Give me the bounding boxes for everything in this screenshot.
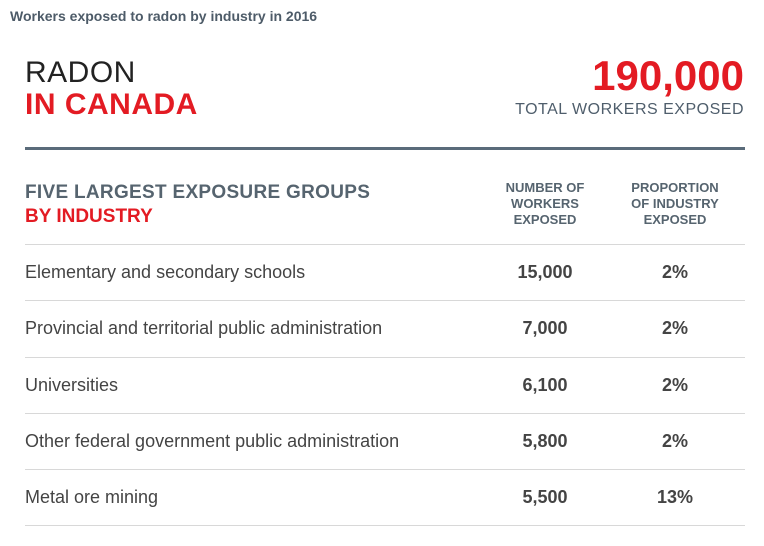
cell-industry: Other federal government public administ… [25,431,400,451]
cell-industry: Universities [25,375,119,395]
cell-workers: 5,500 [522,487,568,507]
column-header-line: EXPOSED [643,212,707,227]
row-separator [25,300,745,301]
column-header-line: OF INDUSTRY [631,196,719,211]
total-workers-label: TOTAL WORKERS EXPOSED [515,101,744,118]
cell-workers: 6,100 [522,375,568,395]
row-separator [25,357,745,358]
table-row: Metal ore mining 5,500 13% [25,469,745,525]
cell-industry: Metal ore mining [25,487,159,507]
column-header-workers: NUMBER OF WORKERS EXPOSED [480,180,610,228]
cell-proportion: 13% [656,487,694,507]
total-workers-value: 190,000 [592,52,744,99]
column-header-line: WORKERS [511,196,579,211]
table-row: Elementary and secondary schools 15,000 2% [25,244,745,300]
cell-proportion: 2% [661,262,688,282]
title-line-2: IN CANADA [25,88,198,121]
caption: Workers exposed to radon by industry in … [10,8,318,24]
divider [25,147,745,150]
section-title: FIVE LARGEST EXPOSURE GROUPS [25,182,371,203]
cell-proportion: 2% [661,431,688,451]
row-separator [25,469,745,470]
row-separator [25,525,745,526]
row-separator [25,244,745,245]
table-row: Provincial and territorial public admini… [25,300,745,356]
cell-workers: 7,000 [522,318,568,338]
cell-workers: 5,800 [522,431,568,451]
title-line-1: RADON [25,56,136,89]
table-row: Universities 6,100 2% [25,357,745,413]
table-row: Other federal government public administ… [25,413,745,469]
cell-industry: Elementary and secondary schools [25,262,306,282]
cell-industry: Provincial and territorial public admini… [25,318,383,338]
column-header-line: PROPORTION [631,180,719,195]
column-header-proportion: PROPORTION OF INDUSTRY EXPOSED [610,180,740,228]
cell-proportion: 2% [661,375,688,395]
column-header-line: EXPOSED [513,212,577,227]
cell-workers: 15,000 [517,262,573,282]
cell-proportion: 2% [661,318,688,338]
row-separator [25,413,745,414]
section-subtitle: BY INDUSTRY [25,206,153,227]
column-header-line: NUMBER OF [505,180,585,195]
